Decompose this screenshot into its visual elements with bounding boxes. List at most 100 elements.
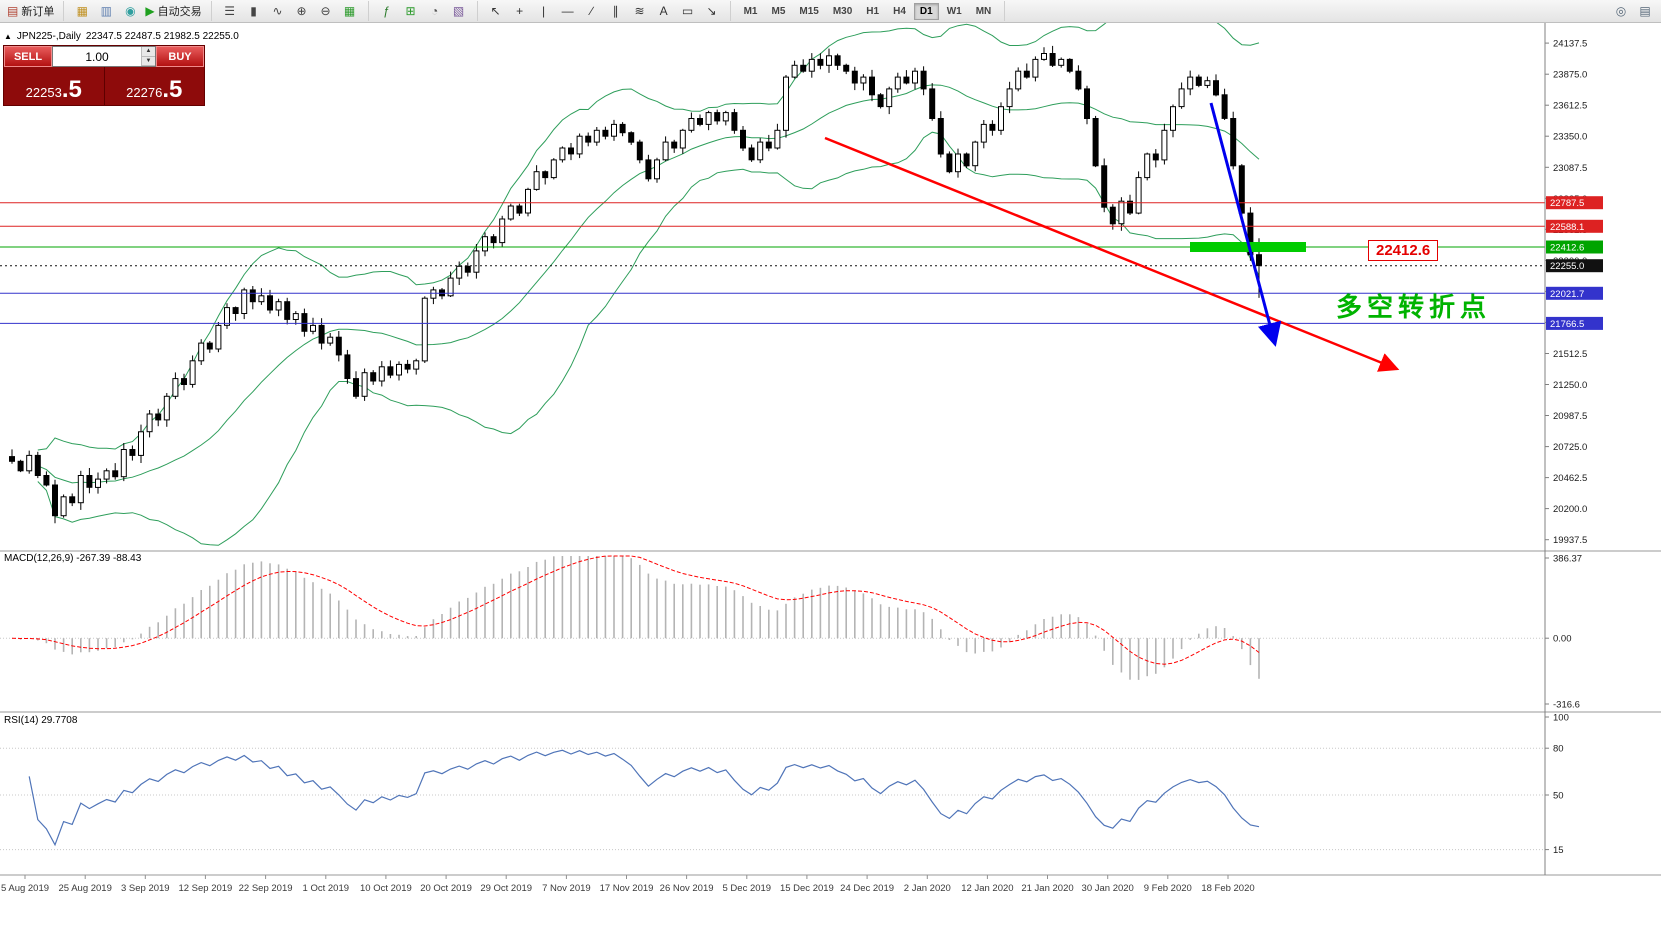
templates-icon[interactable]: ▧: [447, 1, 471, 21]
horizontal-line-icon[interactable]: —: [556, 1, 580, 21]
new-chart-icon[interactable]: ▦: [70, 1, 94, 21]
sell-price-main: 22253: [25, 85, 62, 101]
ohlc-values: 22347.5 22487.5 21982.5 22255.0: [85, 31, 239, 42]
buy-button[interactable]: BUY: [156, 46, 204, 67]
line-chart-icon-glyph: ∿: [272, 4, 283, 18]
text-icon[interactable]: A: [652, 1, 676, 21]
svg-text:21 Jan 2020: 21 Jan 2020: [1021, 883, 1073, 894]
price-level-tag[interactable]: 22412.6: [1368, 240, 1439, 261]
new-chart-icon-glyph: ▦: [76, 4, 89, 18]
svg-text:22588.1: 22588.1: [1550, 222, 1584, 233]
auto-trading-glyph: ▶: [145, 4, 155, 18]
new-order-glyph: ▤: [7, 4, 19, 18]
timeframe-m30[interactable]: M30: [832, 5, 853, 17]
svg-text:22787.5: 22787.5: [1550, 198, 1584, 209]
zoom-out-icon-glyph: ⊖: [320, 4, 331, 18]
fibonacci-icon-glyph: ≋: [634, 4, 645, 18]
buy-price[interactable]: 22276.5: [105, 67, 205, 105]
svg-text:7 Nov 2019: 7 Nov 2019: [542, 883, 591, 894]
chart-canvas[interactable]: 24137.523875.023612.523350.023087.522825…: [0, 23, 1661, 951]
timeframe-m15[interactable]: M15: [799, 5, 819, 17]
new-order-button[interactable]: ▤ 新订单: [4, 1, 57, 21]
line-chart-icon[interactable]: ∿: [266, 1, 290, 21]
trendline-icon-glyph: ∕: [590, 4, 593, 18]
zoom-in-icon[interactable]: ⊕: [290, 1, 314, 21]
cursor-icon[interactable]: ↖: [484, 1, 508, 21]
svg-text:5 Dec 2019: 5 Dec 2019: [723, 883, 772, 894]
bar-chart-icon-glyph: ☰: [224, 4, 235, 18]
candles: [9, 45, 1262, 524]
fibonacci-icon[interactable]: ≋: [628, 1, 652, 21]
horizontal-level-lines[interactable]: [0, 202, 1545, 324]
profiles-icon-glyph: ▥: [100, 4, 113, 18]
timeframe-d1[interactable]: D1: [913, 2, 939, 20]
volume-down-icon[interactable]: ▼: [142, 56, 155, 66]
crosshair-icon[interactable]: +: [508, 1, 532, 21]
svg-text:22412.6: 22412.6: [1550, 243, 1584, 254]
profiles-icon[interactable]: ▥: [94, 1, 118, 21]
sell-button[interactable]: SELL: [4, 46, 52, 67]
svg-text:20 Oct 2019: 20 Oct 2019: [420, 883, 472, 894]
main-toolbar: ▤ 新订单 ▦ ▥ ◉ ▶ 自动交易 ☰ ▮ ∿ ⊕ ⊖ ▦ ƒ ⊞ ◔ ▧ ↖ + | — ∕ ∥ ≋ A ▭ ↘ M1 M5 M15 M…: [0, 0, 1661, 23]
templates-icon-glyph: ▧: [452, 4, 465, 18]
timeframe-h4[interactable]: H4: [893, 5, 906, 17]
auto-trading-button[interactable]: ▶ 自动交易: [142, 1, 204, 21]
one-click-trading-panel: SELL ▲ ▼ BUY 22253.5 22276.5: [3, 45, 205, 106]
rsi-indicator-label: RSI(14) 29.7708: [4, 715, 78, 726]
candlestick-chart-icon-glyph: ▮: [250, 4, 257, 18]
svg-text:12 Jan 2020: 12 Jan 2020: [961, 883, 1013, 894]
timeframe-h1[interactable]: H1: [866, 5, 880, 17]
buy-price-main: 22276: [126, 85, 163, 101]
breakdown-arrow[interactable]: [1209, 102, 1282, 347]
collapse-subwindow-icon[interactable]: ▲: [4, 32, 12, 41]
svg-text:-316.6: -316.6: [1553, 700, 1580, 711]
svg-text:20462.5: 20462.5: [1553, 473, 1587, 484]
market-watch-icon[interactable]: ◉: [118, 1, 142, 21]
vertical-line-icon[interactable]: |: [532, 1, 556, 21]
bar-chart-icon[interactable]: ☰: [218, 1, 242, 21]
turning-point-annotation[interactable]: 多空转折点: [1336, 292, 1492, 322]
trendline-icon[interactable]: ∕: [580, 1, 604, 21]
volume-up-icon[interactable]: ▲: [142, 47, 155, 57]
svg-text:50: 50: [1553, 791, 1564, 802]
svg-text:2 Jan 2020: 2 Jan 2020: [904, 883, 951, 894]
tile-windows-icon[interactable]: ▦: [338, 1, 362, 21]
svg-text:26 Nov 2019: 26 Nov 2019: [660, 883, 714, 894]
indicators-icon[interactable]: ƒ: [375, 1, 399, 21]
arrows-icon[interactable]: ↘: [700, 1, 724, 21]
svg-text:386.37: 386.37: [1553, 554, 1582, 565]
print-icon[interactable]: ▤: [1633, 1, 1657, 21]
svg-text:22255.0: 22255.0: [1550, 261, 1584, 272]
sell-price[interactable]: 22253.5: [4, 67, 104, 105]
market-watch-icon-glyph: ◉: [125, 4, 136, 18]
candlestick-chart-icon[interactable]: ▮: [242, 1, 266, 21]
volume-input[interactable]: [53, 47, 141, 66]
svg-text:20200.0: 20200.0: [1553, 504, 1587, 515]
svg-text:20987.5: 20987.5: [1553, 411, 1587, 422]
new-order-button-label: 新订单: [21, 6, 55, 18]
period-icon[interactable]: ◔: [423, 1, 447, 21]
timeframe-mn[interactable]: MN: [975, 5, 992, 17]
downtrend-arrow[interactable]: [824, 136, 1400, 372]
zoom-out-icon[interactable]: ⊖: [314, 1, 338, 21]
auto-trading-button-label: 自动交易: [157, 6, 202, 18]
label-icon-glyph: ▭: [681, 4, 694, 18]
svg-text:20725.0: 20725.0: [1553, 442, 1587, 453]
svg-text:21766.5: 21766.5: [1550, 319, 1584, 330]
macd-indicator-label: MACD(12,26,9) -267.39 -88.43: [4, 553, 142, 564]
svg-text:23612.5: 23612.5: [1553, 101, 1587, 112]
horizontal-line-icon-glyph: —: [561, 4, 574, 18]
channel-icon[interactable]: ∥: [604, 1, 628, 21]
volume-field: ▲ ▼: [52, 46, 156, 67]
svg-text:10 Oct 2019: 10 Oct 2019: [360, 883, 412, 894]
add-indicator-icon[interactable]: ⊞: [399, 1, 423, 21]
timeframe-m1[interactable]: M1: [743, 5, 758, 17]
timeframe-w1[interactable]: W1: [946, 5, 962, 17]
print-icon-glyph: ▤: [1639, 4, 1651, 18]
search-icon-glyph: ◎: [1615, 4, 1627, 18]
search-icon[interactable]: ◎: [1609, 1, 1633, 21]
svg-text:30 Jan 2020: 30 Jan 2020: [1082, 883, 1134, 894]
chart-window: 24137.523875.023612.523350.023087.522825…: [0, 23, 1661, 951]
label-icon[interactable]: ▭: [676, 1, 700, 21]
timeframe-m5[interactable]: M5: [771, 5, 786, 17]
